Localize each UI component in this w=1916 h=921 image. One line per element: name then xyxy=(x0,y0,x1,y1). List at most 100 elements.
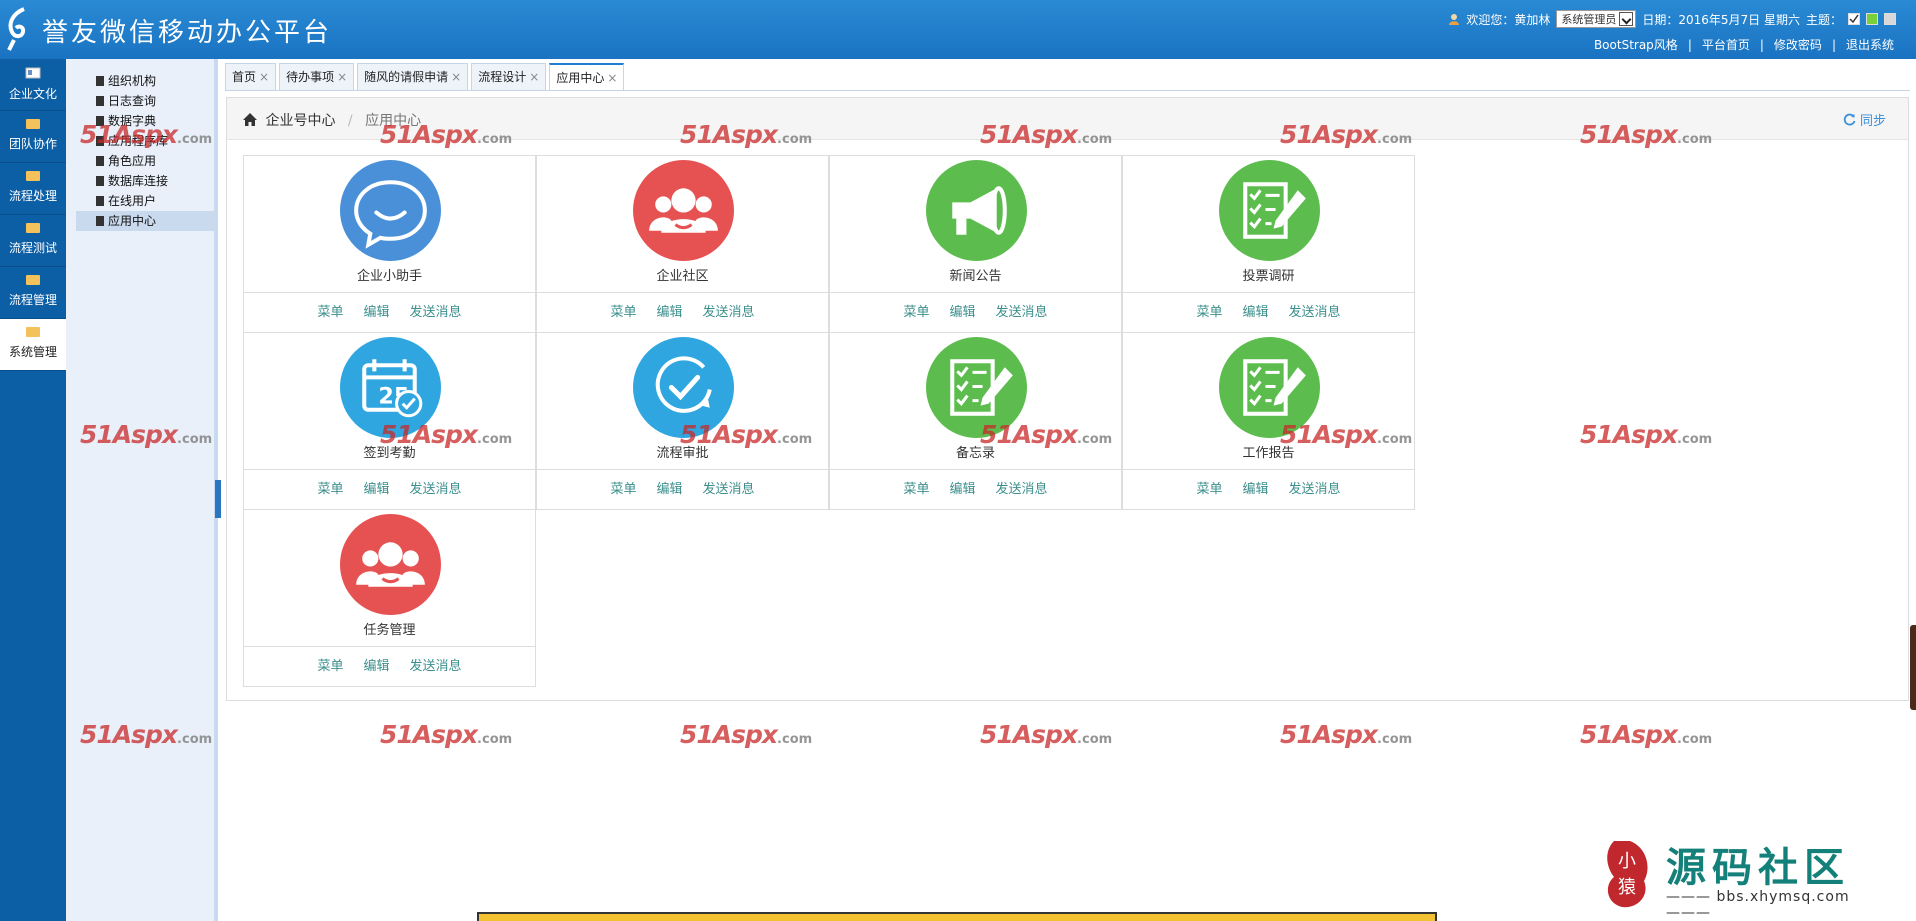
send-message-link[interactable]: 发送消息 xyxy=(995,482,1048,497)
tree-item-db[interactable]: 数据库连接 xyxy=(76,171,214,191)
document-icon xyxy=(96,96,104,106)
menu-link[interactable]: 菜单 xyxy=(317,659,344,674)
app-actions: 菜单 编辑 发送消息 xyxy=(1123,292,1414,334)
watermark: 51Aspx.com xyxy=(1580,420,1712,449)
tab-todo[interactable]: 待办事项 × xyxy=(279,63,355,90)
tab-label: 待办事项 xyxy=(286,70,335,84)
app-card[interactable]: 流程审批 菜单 编辑 发送消息 xyxy=(536,332,829,510)
app-actions: 菜单 编辑 发送消息 xyxy=(830,469,1121,511)
close-icon[interactable]: × xyxy=(259,70,270,84)
menu-link[interactable]: 菜单 xyxy=(903,482,930,497)
menu-link[interactable]: 菜单 xyxy=(317,305,344,320)
menu-link[interactable]: 菜单 xyxy=(1196,482,1223,497)
app-card[interactable]: 企业社区 菜单 编辑 发送消息 xyxy=(536,155,829,333)
watermark-text: 51Aspx xyxy=(1580,720,1678,749)
nav-item-label: 企业文化 xyxy=(8,87,57,101)
app-card[interactable]: 新闻公告 菜单 编辑 发送消息 xyxy=(829,155,1122,333)
megaphone-icon[interactable] xyxy=(926,160,1027,261)
send-message-link[interactable]: 发送消息 xyxy=(409,482,462,497)
calendar-icon[interactable]: 25 xyxy=(340,337,441,438)
link-bootstrap-style[interactable]: BootStrap风格 xyxy=(1593,38,1678,52)
send-message-link[interactable]: 发送消息 xyxy=(409,305,462,320)
theme-white[interactable] xyxy=(1848,13,1860,25)
theme-label: 主题： xyxy=(1805,12,1842,27)
menu-link[interactable]: 菜单 xyxy=(610,305,637,320)
edit-link[interactable]: 编辑 xyxy=(1242,482,1269,497)
community-url: ——— bbs.xhymsq.com ——— xyxy=(1666,889,1850,921)
edit-link[interactable]: 编辑 xyxy=(363,305,390,320)
edit-link[interactable]: 编辑 xyxy=(949,482,976,497)
edit-link[interactable]: 编辑 xyxy=(363,659,390,674)
edit-link[interactable]: 编辑 xyxy=(1242,305,1269,320)
sidebar-collapse-handle[interactable] xyxy=(215,480,221,518)
nav-item-culture[interactable]: 企业文化 xyxy=(0,59,66,111)
close-icon[interactable]: × xyxy=(607,71,618,85)
tree-item-app-library[interactable]: 应用程序库 xyxy=(76,131,214,151)
app-card[interactable]: 投票调研 菜单 编辑 发送消息 xyxy=(1122,155,1415,333)
nav-item-process-manage[interactable]: 流程管理 xyxy=(0,267,66,319)
menu-link[interactable]: 菜单 xyxy=(610,482,637,497)
checklist-icon[interactable] xyxy=(926,337,1027,438)
tree-item-org[interactable]: 组织机构 xyxy=(76,71,214,91)
edit-link[interactable]: 编辑 xyxy=(363,482,390,497)
tree-item-online[interactable]: 在线用户 xyxy=(76,191,214,211)
tree-item-dictionary[interactable]: 数据字典 xyxy=(76,111,214,131)
nav-item-label: 流程处理 xyxy=(8,189,57,203)
app-card[interactable]: 工作报告 菜单 编辑 发送消息 xyxy=(1122,332,1415,510)
send-message-link[interactable]: 发送消息 xyxy=(702,482,755,497)
nav-item-team[interactable]: 团队协作 xyxy=(0,111,66,163)
nav-item-system[interactable]: 系统管理 xyxy=(0,319,66,371)
app-actions: 菜单 编辑 发送消息 xyxy=(244,646,535,688)
watermark-text: 51Aspx xyxy=(1280,720,1378,749)
breadcrumb-home[interactable]: 企业号中心 xyxy=(265,113,336,129)
link-change-password[interactable]: 修改密码 xyxy=(1773,38,1822,52)
watermark-suffix: .com xyxy=(1377,732,1413,747)
checklist-icon[interactable] xyxy=(1219,160,1320,261)
menu-link[interactable]: 菜单 xyxy=(1196,305,1223,320)
checklist-icon[interactable] xyxy=(1219,337,1320,438)
link-logout[interactable]: 退出系统 xyxy=(1845,38,1894,52)
close-icon[interactable]: × xyxy=(337,70,348,84)
group-icon[interactable] xyxy=(633,160,734,261)
theme-green[interactable] xyxy=(1866,13,1878,25)
menu-link[interactable]: 菜单 xyxy=(903,305,930,320)
tree-item-app-center[interactable]: 应用中心 xyxy=(76,211,214,231)
edit-link[interactable]: 编辑 xyxy=(949,305,976,320)
svg-text:小: 小 xyxy=(1618,851,1636,872)
tab-process-design[interactable]: 流程设计 × xyxy=(471,63,547,90)
app-card[interactable]: 企业小助手菜单 编辑 发送消息 xyxy=(243,155,536,333)
send-message-link[interactable]: 发送消息 xyxy=(409,659,462,674)
tab-leave-request[interactable]: 随风的请假申请 × xyxy=(357,63,469,90)
watermark-text: 51Aspx xyxy=(980,420,1078,449)
group-icon[interactable] xyxy=(340,514,441,615)
app-name: 企业小助手 xyxy=(356,269,422,284)
nav-item-process[interactable]: 流程处理 xyxy=(0,163,66,215)
edit-link[interactable]: 编辑 xyxy=(656,305,683,320)
watermark-text: 51Aspx xyxy=(1580,120,1678,149)
watermark-suffix: .com xyxy=(177,432,213,447)
close-icon[interactable]: × xyxy=(529,70,540,84)
sync-button[interactable]: 同步 xyxy=(1843,110,1886,129)
send-message-link[interactable]: 发送消息 xyxy=(1288,482,1341,497)
link-platform-home[interactable]: 平台首页 xyxy=(1701,38,1750,52)
send-message-link[interactable]: 发送消息 xyxy=(702,305,755,320)
watermark: 51Aspx.com xyxy=(80,120,212,149)
close-icon[interactable]: × xyxy=(451,70,462,84)
app-card[interactable]: 任务管理 菜单 编辑 发送消息 xyxy=(243,509,536,687)
role-select[interactable]: 系统管理员 xyxy=(1556,10,1637,28)
theme-gray[interactable] xyxy=(1884,13,1896,25)
tab-app-center[interactable]: 应用中心 × xyxy=(549,63,625,90)
menu-link[interactable]: 菜单 xyxy=(317,482,344,497)
send-message-link[interactable]: 发送消息 xyxy=(995,305,1048,320)
watermark: 51Aspx.com xyxy=(1580,120,1712,149)
check-circle-icon[interactable] xyxy=(633,337,734,438)
send-message-link[interactable]: 发送消息 xyxy=(1288,305,1341,320)
tab-home[interactable]: 首页 × xyxy=(225,63,277,90)
app-card[interactable]: 25 签到考勤 菜单 编辑 发送消息 xyxy=(243,332,536,510)
chat-icon[interactable] xyxy=(340,160,441,261)
tree-item-log[interactable]: 日志查询 xyxy=(76,91,214,111)
tree-item-role[interactable]: 角色应用 xyxy=(76,151,214,171)
app-card[interactable]: 备忘录 菜单 编辑 发送消息 xyxy=(829,332,1122,510)
edit-link[interactable]: 编辑 xyxy=(656,482,683,497)
nav-item-process-test[interactable]: 流程测试 xyxy=(0,215,66,267)
